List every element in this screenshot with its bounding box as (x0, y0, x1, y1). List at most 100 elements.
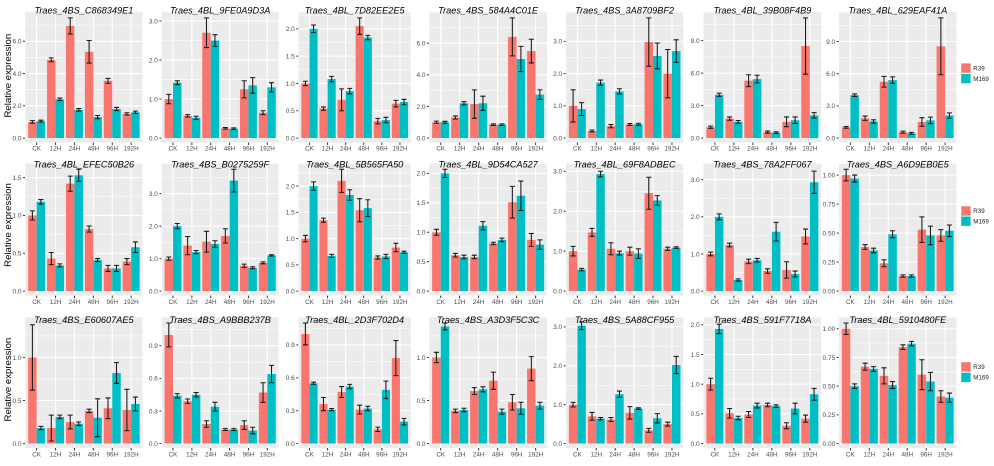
svg-text:1.0: 1.0 (553, 402, 562, 409)
svg-text:48H: 48H (492, 452, 504, 459)
svg-text:CK: CK (305, 146, 315, 153)
svg-text:0.6: 0.6 (149, 376, 158, 383)
svg-text:1.0: 1.0 (553, 248, 562, 255)
svg-text:192H: 192H (802, 452, 818, 459)
svg-text:3.0: 3.0 (691, 103, 700, 110)
svg-text:96H: 96H (243, 452, 255, 459)
svg-text:24H: 24H (340, 452, 352, 459)
svg-text:0.0: 0.0 (149, 135, 158, 142)
svg-text:96H: 96H (511, 146, 523, 153)
svg-text:0.0: 0.0 (286, 288, 295, 295)
svg-text:CK: CK (846, 146, 856, 153)
svg-text:0.0: 0.0 (12, 288, 21, 295)
svg-text:192H: 192H (392, 452, 408, 459)
svg-text:CK: CK (305, 299, 315, 306)
svg-text:48H: 48H (766, 146, 778, 153)
svg-text:Traes_4BL_5B565FA50: Traes_4BL_5B565FA50 (306, 160, 404, 170)
svg-text:12H: 12H (590, 299, 602, 306)
svg-text:Traes_4BL_9FE0A9D3A: Traes_4BL_9FE0A9D3A (170, 5, 270, 15)
svg-text:12H: 12H (864, 299, 876, 306)
svg-text:6.0: 6.0 (691, 70, 700, 77)
svg-text:96H: 96H (647, 146, 659, 153)
svg-text:12H: 12H (728, 146, 740, 153)
svg-text:3.0: 3.0 (826, 103, 835, 110)
svg-text:24H: 24H (609, 146, 621, 153)
svg-text:48H: 48H (628, 146, 640, 153)
svg-text:48H: 48H (88, 452, 100, 459)
svg-text:24H: 24H (205, 146, 217, 153)
svg-text:96H: 96H (106, 299, 118, 306)
svg-text:3.0: 3.0 (553, 324, 562, 331)
svg-text:12H: 12H (454, 452, 466, 459)
svg-text:0.0: 0.0 (149, 441, 158, 448)
svg-text:Traes_4BL_629EAF41A: Traes_4BL_629EAF41A (848, 5, 947, 15)
svg-text:CK: CK (846, 299, 856, 306)
svg-text:Traes_4BS_5A88CF955: Traes_4BS_5A88CF955 (575, 315, 675, 325)
svg-text:Traes_4BL_7D82EE2E5: Traes_4BL_7D82EE2E5 (305, 5, 406, 15)
svg-text:0.0: 0.0 (553, 135, 562, 142)
svg-text:1.0: 1.0 (286, 236, 295, 243)
svg-text:12H: 12H (728, 299, 740, 306)
svg-text:0.6: 0.6 (286, 375, 295, 382)
svg-text:Traes_4BS_3A8709BF2: Traes_4BS_3A8709BF2 (575, 5, 674, 15)
svg-text:1.5: 1.5 (691, 352, 700, 359)
svg-text:1.00: 1.00 (823, 326, 836, 333)
svg-text:192H: 192H (124, 299, 140, 306)
svg-text:0.50: 0.50 (823, 230, 836, 237)
svg-text:6.0: 6.0 (416, 41, 425, 48)
svg-text:12H: 12H (590, 452, 602, 459)
svg-text:24H: 24H (609, 299, 621, 306)
svg-text:12H: 12H (322, 299, 334, 306)
svg-text:0.0: 0.0 (416, 135, 425, 142)
svg-text:2.0: 2.0 (553, 71, 562, 78)
svg-text:R39: R39 (973, 364, 985, 371)
svg-text:12H: 12H (590, 146, 602, 153)
svg-text:0.3: 0.3 (149, 408, 158, 415)
svg-text:192H: 192H (392, 299, 408, 306)
svg-text:96H: 96H (243, 299, 255, 306)
svg-text:24H: 24H (69, 146, 81, 153)
svg-text:1.0: 1.0 (149, 96, 158, 103)
svg-text:6.0: 6.0 (826, 71, 835, 78)
svg-text:1.5: 1.5 (286, 53, 295, 60)
svg-text:2.0: 2.0 (149, 57, 158, 64)
svg-text:Traes_4BS_591F7718A: Traes_4BS_591F7718A (713, 315, 811, 325)
svg-text:CK: CK (436, 452, 446, 459)
svg-text:Relative expression: Relative expression (3, 34, 14, 118)
svg-text:48H: 48H (901, 299, 913, 306)
svg-text:0.5: 0.5 (416, 398, 425, 405)
svg-text:192H: 192H (260, 146, 276, 153)
svg-text:0.5: 0.5 (286, 262, 295, 269)
svg-text:Traes_4BL_9D54CA527: Traes_4BL_9D54CA527 (438, 160, 538, 170)
svg-text:2.0: 2.0 (553, 209, 562, 216)
svg-text:CK: CK (436, 146, 446, 153)
svg-text:96H: 96H (376, 299, 388, 306)
svg-text:24H: 24H (609, 452, 621, 459)
svg-text:96H: 96H (785, 146, 797, 153)
svg-text:12H: 12H (864, 452, 876, 459)
svg-text:96H: 96H (376, 452, 388, 459)
svg-text:0.0: 0.0 (691, 288, 700, 295)
svg-text:24H: 24H (473, 299, 485, 306)
svg-text:1.0: 1.0 (416, 230, 425, 237)
svg-text:24H: 24H (69, 452, 81, 459)
svg-text:0.75: 0.75 (823, 355, 836, 362)
svg-text:0.0: 0.0 (286, 441, 295, 448)
svg-text:CK: CK (711, 146, 721, 153)
svg-text:CK: CK (32, 299, 42, 306)
svg-text:M169: M169 (973, 76, 989, 83)
svg-text:0.5: 0.5 (12, 251, 21, 258)
svg-text:192H: 192H (528, 452, 544, 459)
svg-text:1.0: 1.0 (12, 355, 21, 362)
svg-text:0.9: 0.9 (286, 342, 295, 349)
svg-text:M169: M169 (973, 218, 989, 225)
svg-text:0.75: 0.75 (823, 201, 836, 208)
svg-text:CK: CK (32, 146, 42, 153)
svg-text:1.00: 1.00 (823, 172, 836, 179)
svg-text:0.0: 0.0 (691, 441, 700, 448)
svg-text:48H: 48H (628, 452, 640, 459)
svg-text:2.0: 2.0 (691, 322, 700, 329)
svg-text:24H: 24H (205, 452, 217, 459)
svg-text:24H: 24H (340, 299, 352, 306)
svg-text:CK: CK (169, 146, 179, 153)
